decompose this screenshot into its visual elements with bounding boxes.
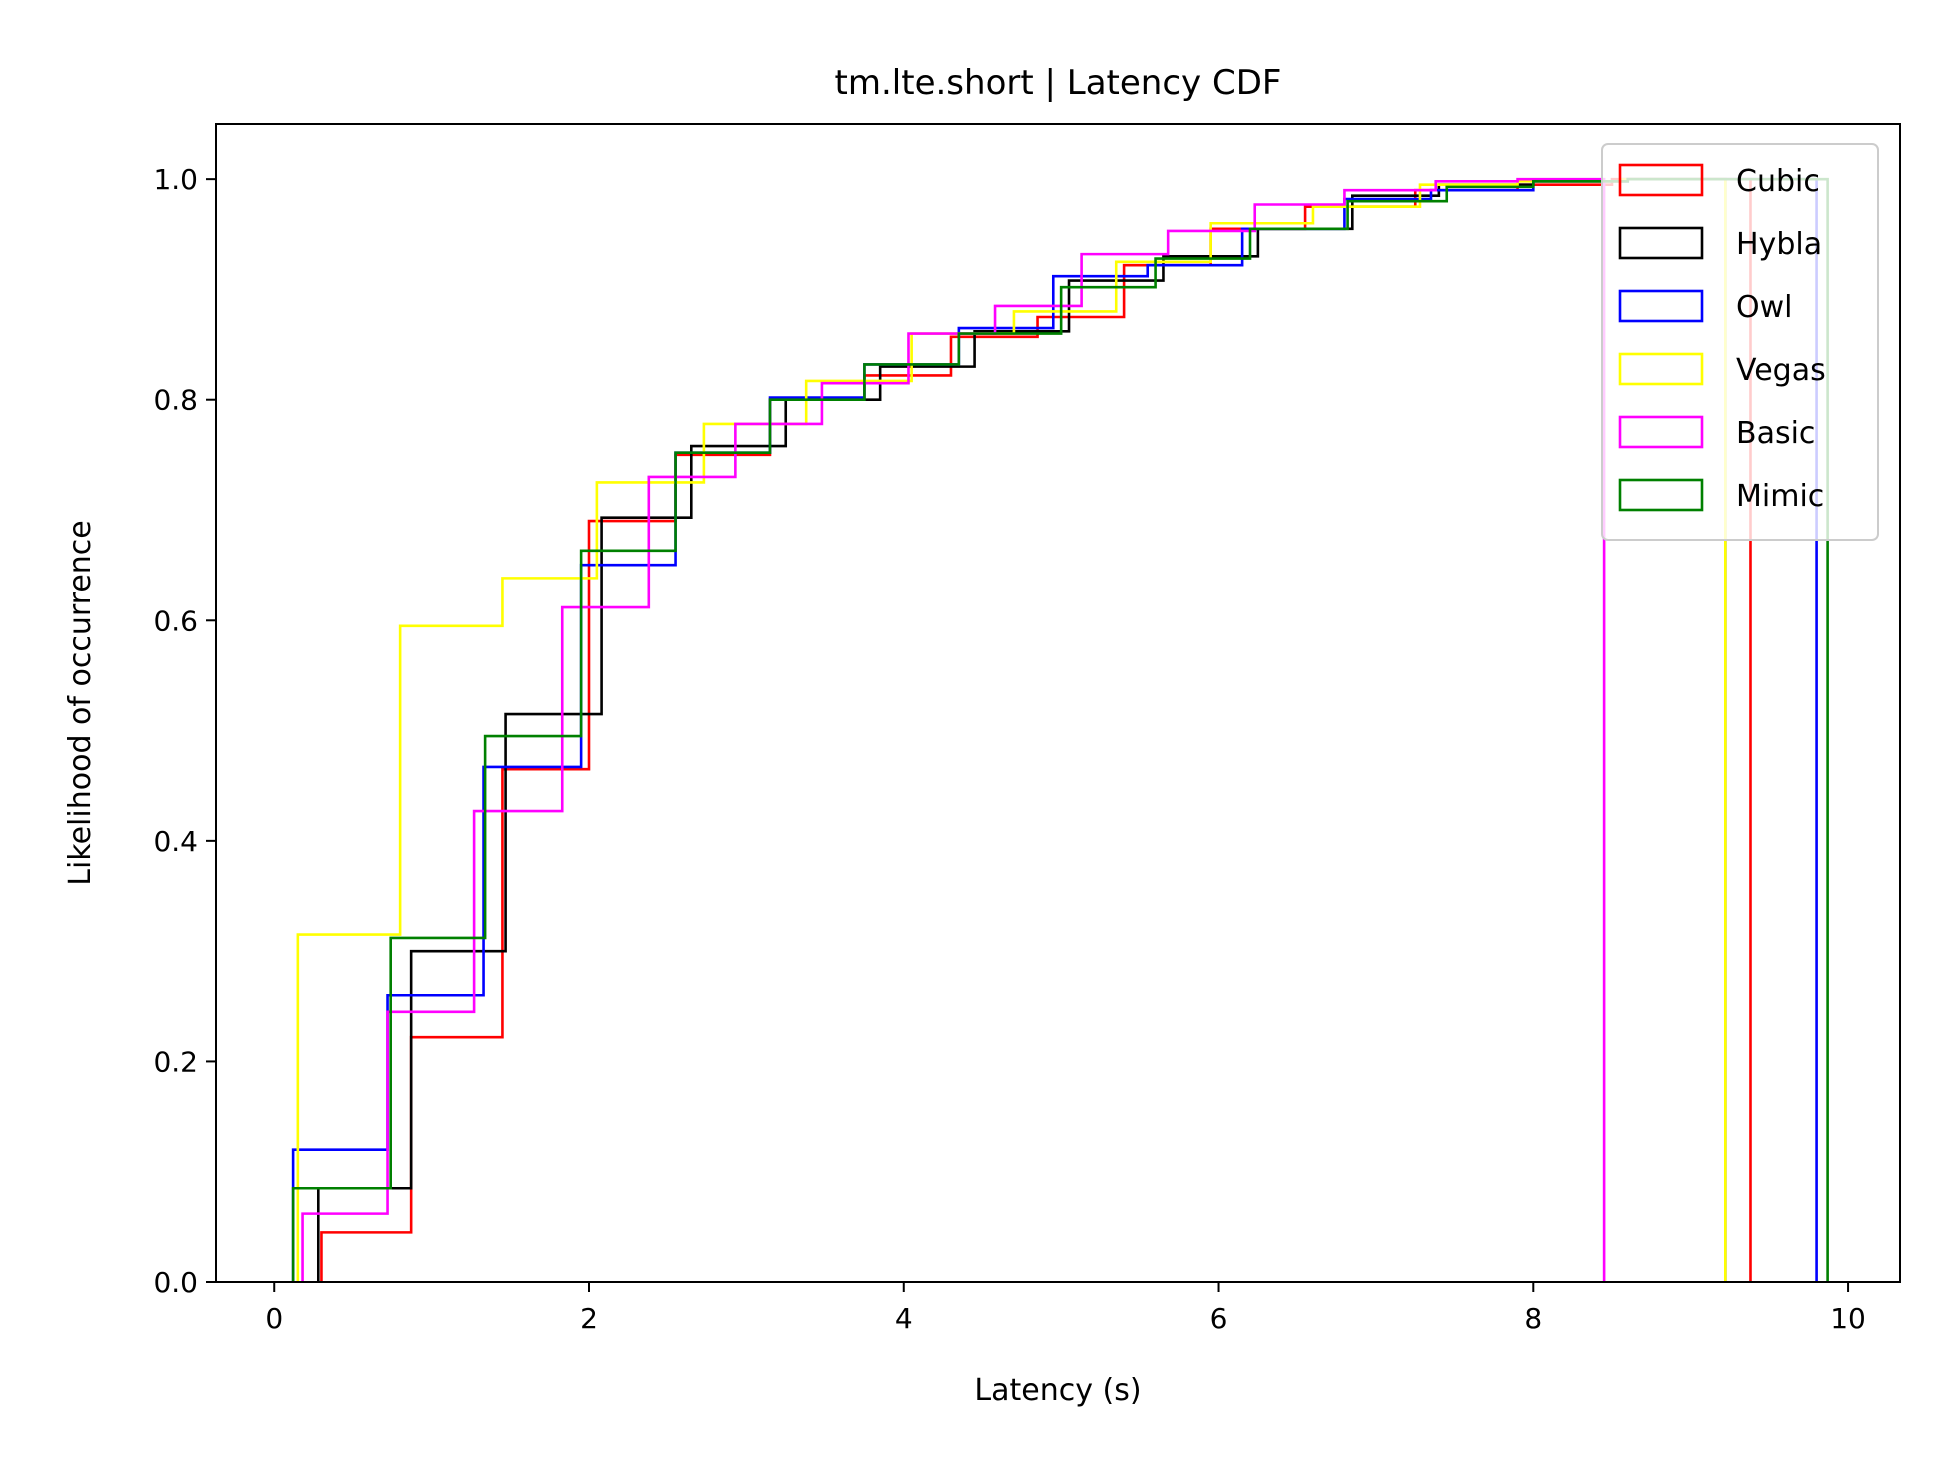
series-line-vegas — [296, 177, 1727, 1282]
x-tick-label: 6 — [1210, 1302, 1228, 1335]
series-line-basic — [301, 177, 1606, 1282]
y-tick-label: 0.6 — [153, 604, 198, 637]
legend-swatch-hybla — [1618, 226, 1704, 260]
x-tick-label: 0 — [265, 1302, 283, 1335]
legend-swatch-vegas — [1618, 352, 1704, 386]
axes-frame — [215, 123, 1901, 1283]
legend-swatch-cubic — [1618, 163, 1704, 197]
x-tick-label: 4 — [895, 1302, 913, 1335]
series-layer — [291, 177, 1829, 1282]
legend-label-owl: Owl — [1736, 290, 1792, 325]
x-tick-label: 2 — [580, 1302, 598, 1335]
y-axis-label: Likelihood of occurrence — [63, 520, 98, 886]
legend-label-mimic: Mimic — [1736, 479, 1824, 514]
legend-swatch-owl — [1618, 289, 1704, 323]
legend-label-basic: Basic — [1736, 416, 1815, 451]
y-tick-label: 0.8 — [153, 384, 198, 417]
y-tick-label: 0.0 — [153, 1266, 198, 1299]
legend-swatch-mimic — [1618, 478, 1704, 512]
ticks-layer: 0 2 4 6 8 10 0.0 0.2 0.4 0.6 0.8 1.0 — [153, 163, 1865, 1335]
series-line-owl — [291, 177, 1818, 1282]
chart-title: tm.lte.short | Latency CDF — [835, 63, 1282, 103]
legend-label-vegas: Vegas — [1736, 353, 1826, 388]
y-tick-label: 0.2 — [153, 1045, 198, 1078]
x-tick-label: 10 — [1830, 1302, 1866, 1335]
legend-box — [1601, 143, 1879, 541]
legend-swatch-basic — [1618, 415, 1704, 449]
y-tick-label: 0.4 — [153, 825, 198, 858]
series-line-mimic — [291, 177, 1829, 1282]
y-tick-label: 1.0 — [153, 163, 198, 196]
legend-label-hybla: Hybla — [1736, 227, 1822, 262]
legend-label-cubic: Cubic — [1736, 164, 1820, 199]
x-tick-label: 8 — [1524, 1302, 1542, 1335]
legend: Cubic Hybla Owl Vegas Basic Mimic — [1601, 143, 1879, 541]
x-axis-label: Latency (s) — [974, 1373, 1141, 1408]
